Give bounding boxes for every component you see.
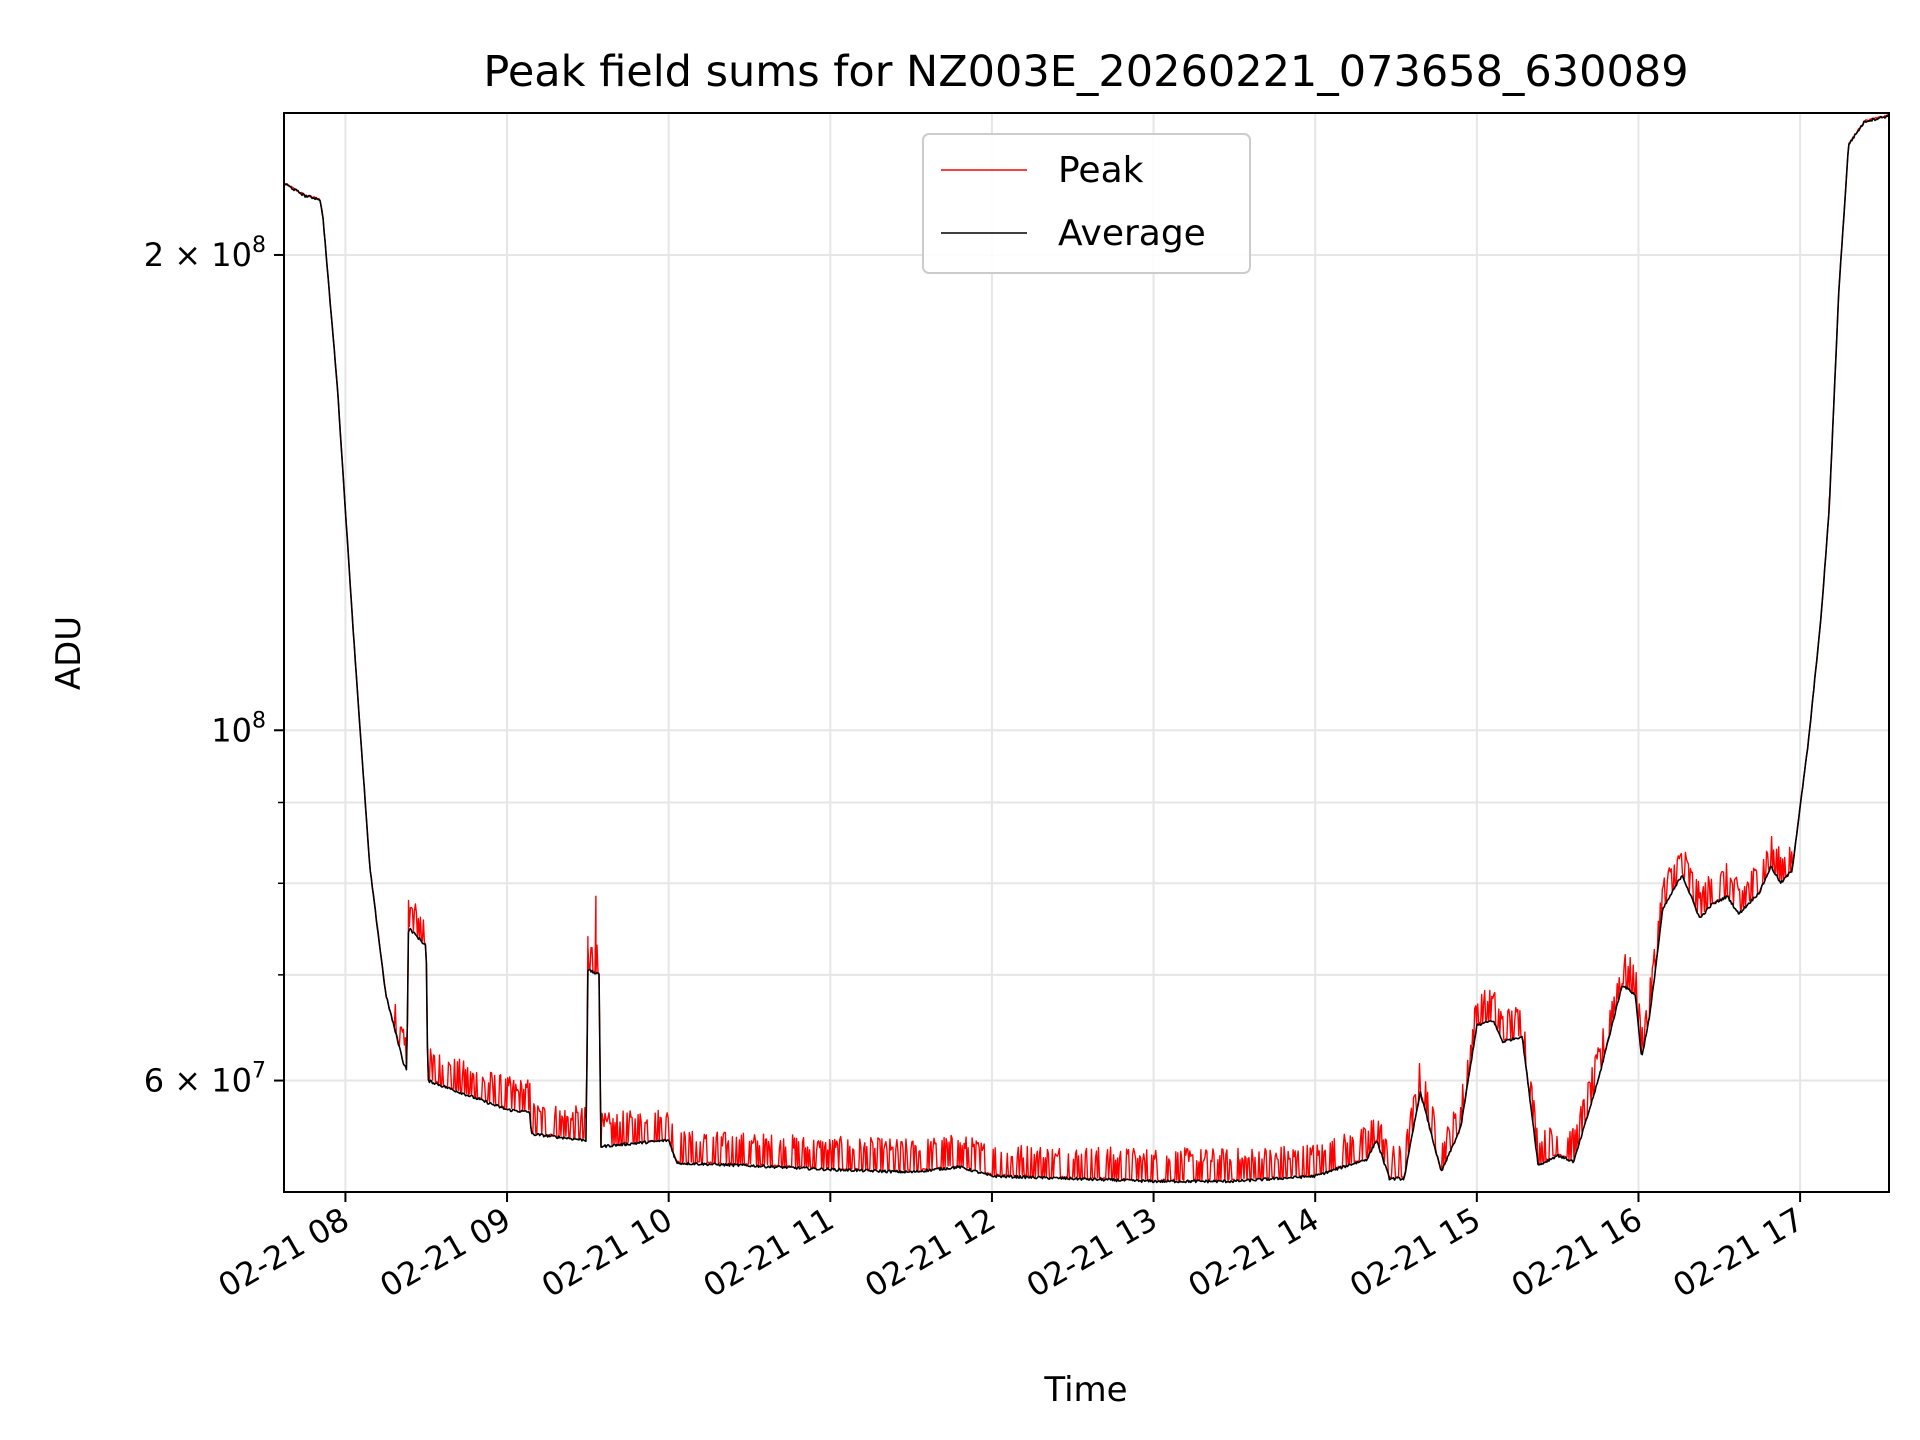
y-tick-label: 2 × 108 bbox=[144, 233, 266, 274]
legend-label-peak: Peak bbox=[1058, 150, 1144, 191]
y-tick-label: 108 bbox=[211, 708, 266, 749]
plot-frame bbox=[283, 112, 1890, 1193]
legend-box bbox=[922, 133, 1251, 274]
series-group bbox=[283, 114, 1890, 1184]
chart-title: Peak field sums for NZ003E_20260221_0736… bbox=[483, 47, 1688, 97]
legend-label-average: Average bbox=[1058, 213, 1206, 254]
y-tick-label: 6 × 107 bbox=[144, 1059, 266, 1100]
y-axis-label: ADU bbox=[49, 616, 89, 690]
series-line-average bbox=[283, 114, 1890, 1184]
x-axis-label: Time bbox=[1043, 1370, 1127, 1410]
legend: Peak Average bbox=[922, 133, 1251, 274]
grid bbox=[284, 113, 1889, 1192]
